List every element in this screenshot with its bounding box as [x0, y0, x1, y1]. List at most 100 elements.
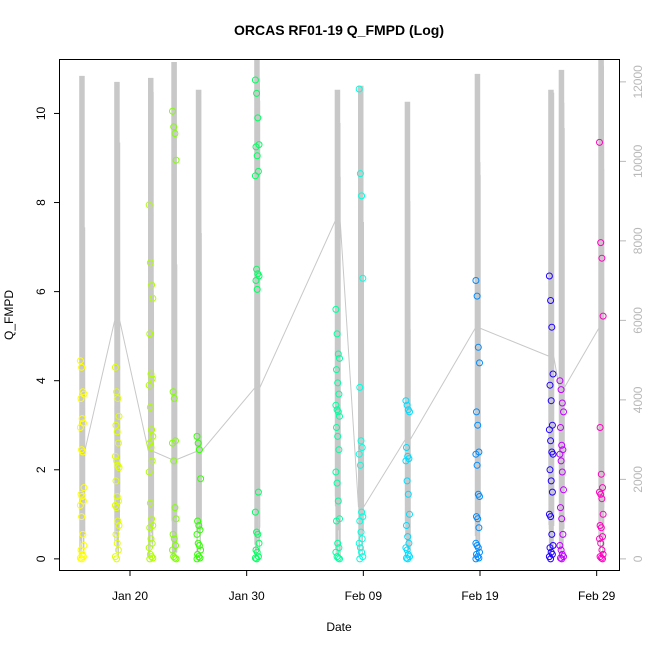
data-point: [78, 415, 86, 423]
background-line: [79, 59, 605, 559]
data-point: [597, 239, 605, 247]
data-point: [545, 426, 553, 434]
data-point: [149, 554, 157, 562]
data-point: [251, 76, 259, 84]
data-point: [334, 432, 342, 440]
data-point: [556, 377, 564, 385]
data-point: [111, 363, 119, 371]
data-point: [472, 450, 480, 458]
data-point: [355, 450, 363, 458]
data-point: [474, 421, 482, 429]
data-point: [402, 397, 410, 405]
data-point: [333, 517, 340, 525]
data-point: [115, 522, 123, 529]
data-point: [78, 555, 86, 563]
data-point: [333, 424, 340, 431]
data-point: [171, 130, 179, 137]
data-point: [597, 490, 605, 498]
data-point: [558, 399, 566, 407]
data-point: [80, 484, 88, 492]
data-point: [113, 504, 121, 512]
flight-group: [402, 397, 413, 563]
data-point: [115, 412, 123, 420]
data-point: [146, 555, 154, 563]
data-point: [255, 539, 263, 547]
data-point: [476, 493, 483, 500]
data-point: [559, 530, 567, 538]
y-right-tick-label: 2000: [631, 466, 645, 493]
data-point: [170, 123, 178, 131]
data-point: [335, 390, 343, 398]
data-point: [334, 539, 342, 547]
data-point: [172, 156, 180, 164]
data-point: [557, 386, 565, 394]
data-point: [146, 259, 154, 267]
data-point: [472, 277, 480, 284]
y-right-tick-label: 8000: [631, 227, 645, 254]
data-point: [113, 555, 121, 563]
data-point: [597, 470, 605, 478]
data-point: [77, 546, 85, 554]
flight-group: [355, 85, 367, 563]
data-point: [549, 450, 557, 458]
x-tick-label: Jan 20: [112, 589, 148, 603]
data-point: [334, 554, 342, 562]
data-point: [333, 366, 340, 374]
data-point: [252, 277, 260, 284]
data-point: [114, 546, 122, 554]
flight-group: [111, 363, 123, 563]
data-point: [404, 533, 412, 541]
data-point: [556, 542, 564, 549]
y-axis-left: 0 2 4 6 8 10: [34, 106, 60, 562]
data-point: [169, 388, 177, 396]
data-point: [252, 143, 260, 151]
data-point: [113, 388, 121, 396]
data-point: [332, 548, 340, 556]
y-tick-label: 2: [34, 466, 48, 473]
data-point: [111, 452, 119, 460]
data-point: [334, 379, 342, 387]
data-point: [404, 490, 412, 498]
flight-group: [472, 277, 483, 563]
data-point: [599, 510, 607, 518]
y-tick-label: 0: [34, 555, 48, 562]
data-point: [149, 432, 157, 440]
data-point: [598, 254, 606, 262]
data-point: [113, 428, 121, 436]
data-point: [251, 554, 259, 562]
data-point: [355, 539, 363, 547]
data-point: [195, 446, 203, 454]
data-point: [358, 192, 366, 200]
data-point: [356, 383, 364, 391]
data-point: [548, 323, 556, 331]
data-point: [193, 530, 201, 538]
data-point: [79, 530, 87, 538]
data-point: [597, 539, 605, 547]
plot-area-border: [59, 59, 620, 571]
data-point: [253, 89, 261, 97]
data-point: [147, 370, 155, 378]
data-point: [336, 354, 343, 362]
data-point: [474, 553, 482, 561]
data-point: [194, 517, 202, 525]
data-point: [557, 504, 564, 512]
data-point: [358, 444, 366, 451]
x-tick-label: Feb 19: [461, 589, 499, 603]
flight-group: [545, 272, 557, 563]
data-point: [547, 513, 555, 521]
data-point: [557, 457, 565, 465]
data-point: [78, 513, 86, 521]
data-point: [195, 542, 203, 549]
data-point: [169, 439, 176, 447]
data-point: [113, 457, 121, 465]
data-point: [334, 350, 342, 358]
data-point: [473, 408, 480, 416]
data-point: [545, 272, 553, 280]
data-point: [547, 397, 555, 405]
flight-group: [193, 432, 205, 563]
data-point: [558, 468, 566, 476]
data-point: [474, 515, 482, 523]
y-right-tick-label: 10000: [631, 144, 645, 178]
data-point: [114, 395, 122, 402]
data-point: [332, 305, 340, 313]
